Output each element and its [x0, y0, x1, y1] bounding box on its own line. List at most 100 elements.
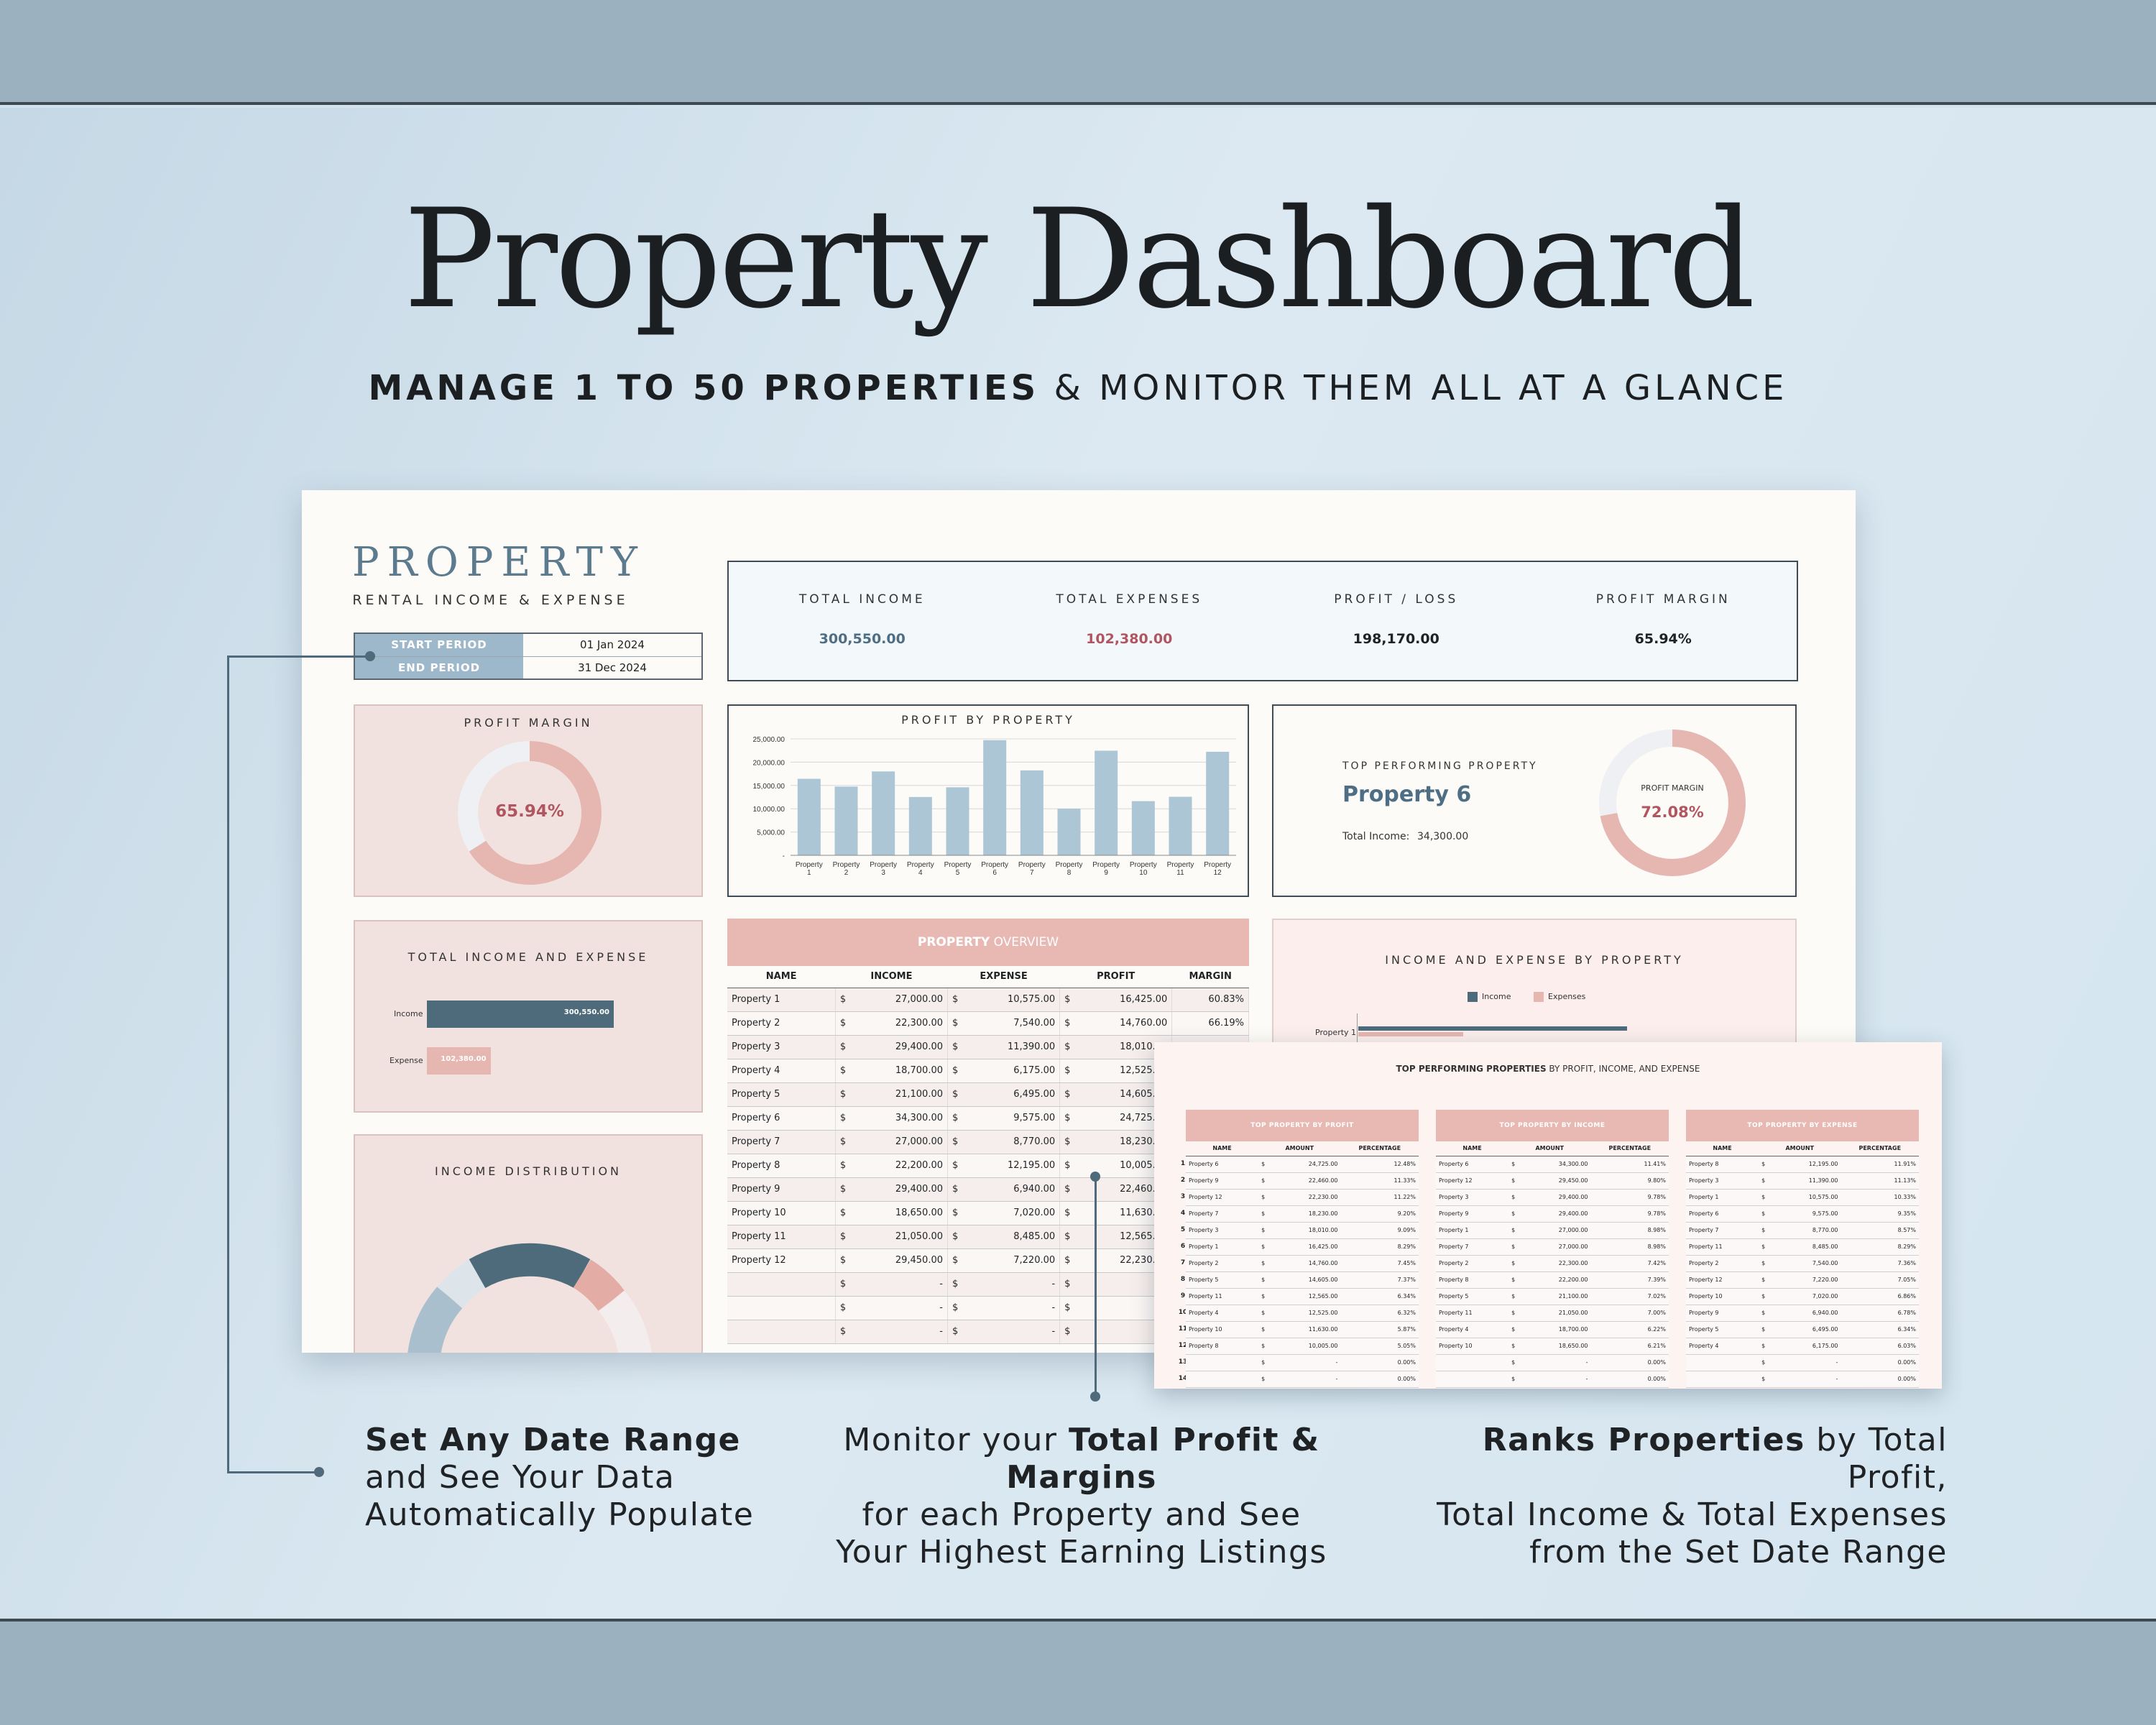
top-panel-title-bold: TOP PERFORMING PROPERTIES	[1396, 1064, 1547, 1074]
cell-currency: $	[835, 1296, 852, 1320]
cell-currency: $	[1258, 1288, 1276, 1305]
cell-percentage: 6.86%	[1841, 1288, 1919, 1305]
cell-currency: $	[1508, 1321, 1526, 1338]
start-period-input[interactable]: 01 Jan 2024	[580, 638, 645, 651]
cell-name	[1186, 1354, 1259, 1371]
cell-amount: 27,000.00	[1526, 1222, 1591, 1239]
y-tick-label: -	[783, 852, 785, 860]
cell-percentage: 7.37%	[1340, 1271, 1419, 1289]
cell-currency: $	[947, 1320, 964, 1344]
profit-by-property-card: PROFIT BY PROPERTY 25,000.00 20,000.00 15,…	[727, 704, 1249, 897]
cell-income: 22,300.00	[851, 1011, 949, 1036]
profit-margin-donut	[458, 741, 602, 885]
overview-title-rest: OVERVIEW	[990, 935, 1059, 949]
cell-amount: 16,425.00	[1276, 1238, 1341, 1256]
cell-currency: $	[1258, 1338, 1276, 1355]
cell-currency: $	[1059, 1059, 1076, 1083]
cell-currency: $	[1759, 1371, 1777, 1388]
income-bar-value: 300,550.00	[563, 1008, 609, 1016]
top-by-expense-table: TOP PROPERTY BY EXPENSE NAME AMOUNT PERCEN…	[1686, 1110, 1919, 1388]
cell-name: Property 11	[1686, 1238, 1759, 1256]
cell-amount: 29,400.00	[1526, 1205, 1591, 1223]
cell-percentage: 11.22%	[1340, 1189, 1419, 1206]
row-number: 12	[1178, 1342, 1188, 1349]
cell-percentage: 7.45%	[1340, 1255, 1419, 1272]
end-period-input[interactable]: 31 Dec 2024	[578, 661, 647, 674]
cell-currency: $	[947, 1296, 964, 1320]
cell-currency: $	[947, 1248, 964, 1273]
table-row: Property 7 $27,000.00 8.98%	[1436, 1238, 1669, 1256]
x-tick-label: Property	[796, 861, 823, 869]
col-header: PERCENTAGE	[1841, 1141, 1919, 1156]
cell-currency: $	[1759, 1354, 1777, 1371]
cell-currency: $	[947, 1059, 964, 1083]
cell-percentage: 5.05%	[1340, 1338, 1419, 1355]
cell-expense: 7,540.00	[963, 1011, 1061, 1036]
table-row: $ -0.00%	[1686, 1371, 1919, 1388]
start-period-row: START PERIOD 01 Jan 2024	[355, 634, 701, 656]
row-number: 10	[1178, 1309, 1188, 1316]
cell-name: Property 1	[727, 988, 836, 1012]
cell-name: Property 4	[1436, 1321, 1509, 1338]
cell-name: Property 7	[1186, 1205, 1259, 1223]
x-tick-label: Property	[944, 861, 972, 869]
x-tick-label: Property	[1018, 861, 1046, 869]
mini-table-title: TOP PROPERTY BY EXPENSE	[1686, 1110, 1919, 1141]
cell-percentage: 7.02%	[1590, 1288, 1669, 1305]
y-tick-label: 20,000.00	[753, 759, 786, 767]
cell-name: Property 1	[1686, 1189, 1759, 1206]
top-property-title: TOP PERFORMING PROPERTY	[1342, 760, 1538, 772]
cell-income: -	[851, 1320, 949, 1344]
table-row: $ -0.00%	[1186, 1354, 1419, 1371]
cell-currency: $	[1759, 1172, 1777, 1190]
income-distribution-title: INCOME DISTRIBUTION	[435, 1164, 622, 1178]
cell-amount: 21,050.00	[1526, 1305, 1591, 1322]
cell-amount: 22,200.00	[1526, 1271, 1591, 1289]
cell-percentage: 8.98%	[1590, 1238, 1669, 1256]
donut-segment	[469, 1243, 591, 1289]
mini-table-title: TOP PROPERTY BY INCOME	[1436, 1110, 1669, 1141]
kpi-total-income: TOTAL INCOME 300,550.00	[729, 562, 996, 680]
cell-name: Property 10	[1186, 1321, 1259, 1338]
ie-income-bar	[1358, 1026, 1627, 1031]
table-row: Property 4 $6,175.00 6.03%	[1686, 1338, 1919, 1355]
col-header: PERCENTAGE	[1590, 1141, 1669, 1156]
cell-percentage: 8.29%	[1841, 1238, 1919, 1256]
row-number: 1	[1180, 1160, 1186, 1167]
table-row: Property 1 $27,000.00 8.98%	[1436, 1222, 1669, 1239]
top-property-income-value: 34,300.00	[1417, 831, 1469, 842]
expense-bar-label: Expense	[390, 1056, 423, 1065]
cell-name: Property 5	[1436, 1288, 1509, 1305]
col-header: EXPENSE	[947, 966, 1060, 988]
col-header: AMOUNT	[1759, 1141, 1841, 1156]
overview-header-row: NAME INCOME EXPENSE PROFIT MARGIN	[727, 966, 1249, 988]
cell-percentage: 6.03%	[1841, 1338, 1919, 1355]
cell-name: Property 6	[1686, 1205, 1759, 1223]
cell-profit: 16,425.00	[1075, 988, 1173, 1012]
donut-segment	[573, 1259, 625, 1312]
end-period-row: END PERIOD 31 Dec 2024	[355, 656, 701, 678]
cell-percentage: 11.13%	[1841, 1172, 1919, 1190]
hero-subtitle-rest: & MONITOR THEM ALL AT A GLANCE	[1039, 368, 1788, 408]
cell-percentage: 0.00%	[1841, 1354, 1919, 1371]
cell-percentage: 5.87%	[1340, 1321, 1419, 1338]
cell-percentage: 11.41%	[1590, 1156, 1669, 1173]
income-bar-label: Income	[394, 1009, 423, 1018]
cell-amount: 22,300.00	[1526, 1255, 1591, 1272]
row-number: 2	[1180, 1177, 1186, 1184]
mini-table: NAME AMOUNT PERCENTAGE Property 8 $12,195.00…	[1686, 1141, 1919, 1388]
x-tick-label: Property	[1056, 861, 1083, 869]
cell-name: Property 8	[727, 1154, 836, 1178]
income-expense-card: TOTAL INCOME AND EXPENSE Income 300,550.…	[354, 920, 703, 1113]
cell-amount: 29,450.00	[1526, 1172, 1591, 1190]
property-overview: PROPERTY OVERVIEW NAME INCOME EXPENSE PR…	[727, 919, 1249, 1353]
cell-percentage: 8.57%	[1841, 1222, 1919, 1239]
cell-income: 27,000.00	[851, 988, 949, 1012]
kpi-value: 65.94%	[1634, 631, 1692, 647]
cell-name: Property 6	[727, 1106, 836, 1131]
cell-currency: $	[1508, 1156, 1526, 1173]
income-bar	[427, 1000, 614, 1028]
table-row: Property 8 $22,200.00 7.39%	[1436, 1271, 1669, 1289]
cell-currency: $	[1059, 1154, 1076, 1178]
cell-percentage: 0.00%	[1340, 1371, 1419, 1388]
